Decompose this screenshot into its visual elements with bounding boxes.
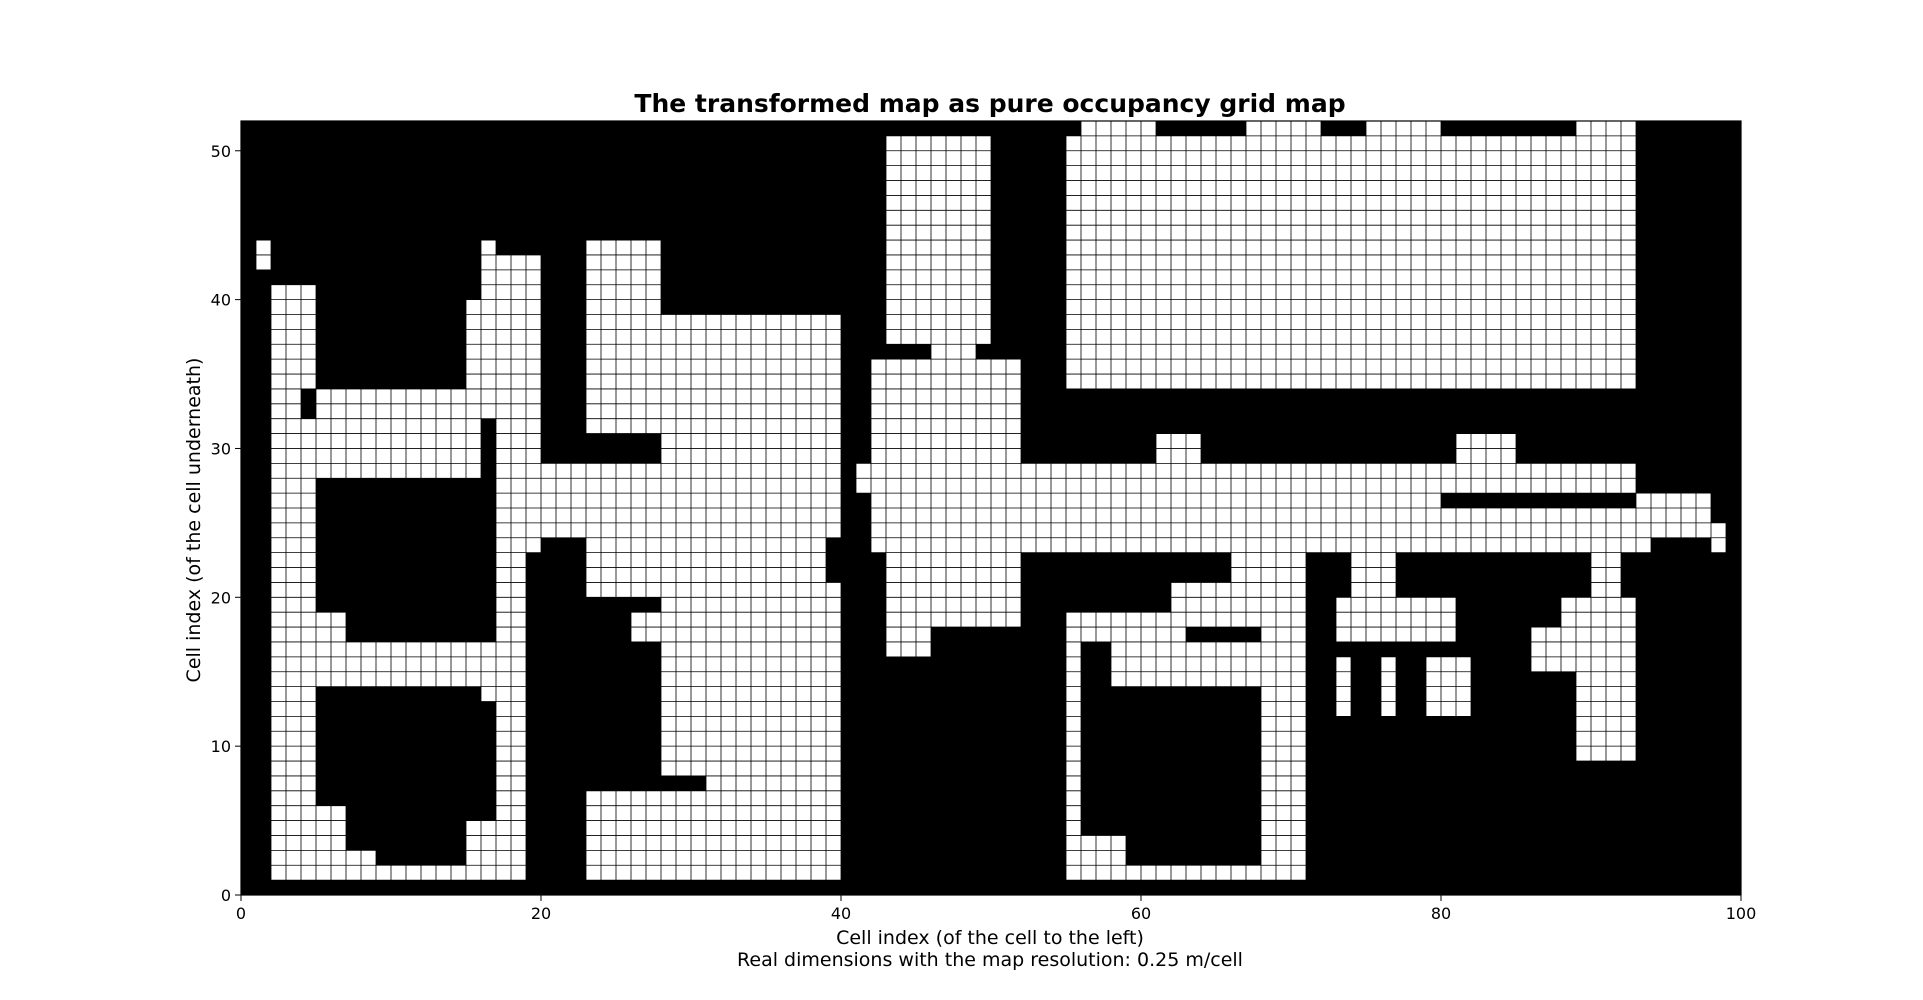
free-region <box>1081 121 1156 136</box>
x-axis-sublabel: Real dimensions with the map resolution:… <box>737 949 1243 971</box>
free-region <box>1366 121 1441 136</box>
free-region <box>886 552 1021 628</box>
y-tick-label: 30 <box>211 439 231 458</box>
x-tick-label: 100 <box>1726 904 1757 923</box>
y-tick-label: 40 <box>211 291 231 310</box>
x-tick-label: 0 <box>236 904 246 923</box>
y-tick-label: 50 <box>211 142 231 161</box>
x-tick-label: 40 <box>831 904 851 923</box>
x-axis: 0 20 40 60 80 100 <box>236 895 1756 923</box>
plot-frame <box>240 120 1742 896</box>
y-tick-label: 0 <box>221 886 231 905</box>
x-tick-label: 80 <box>1431 904 1451 923</box>
free-region <box>376 418 451 464</box>
y-axis-label: Cell index (of the cell underneath) <box>183 358 205 683</box>
free-region <box>1171 582 1306 628</box>
free-region <box>271 284 316 330</box>
chart-title: The transformed map as pure occupancy gr… <box>634 89 1345 118</box>
free-region <box>1561 597 1636 672</box>
plot-area <box>240 120 1742 896</box>
free-region <box>1351 552 1396 598</box>
y-tick-label: 20 <box>211 588 231 607</box>
free-region <box>661 582 706 776</box>
y-tick-label: 10 <box>211 737 231 756</box>
x-axis-label: Cell index (of the cell to the left) <box>836 927 1144 949</box>
cell-gridlines <box>240 120 1742 896</box>
free-region <box>1246 121 1321 136</box>
x-tick-label: 20 <box>531 904 551 923</box>
y-axis: 0 10 20 30 40 50 <box>211 142 241 905</box>
x-tick-label: 60 <box>1131 904 1151 923</box>
